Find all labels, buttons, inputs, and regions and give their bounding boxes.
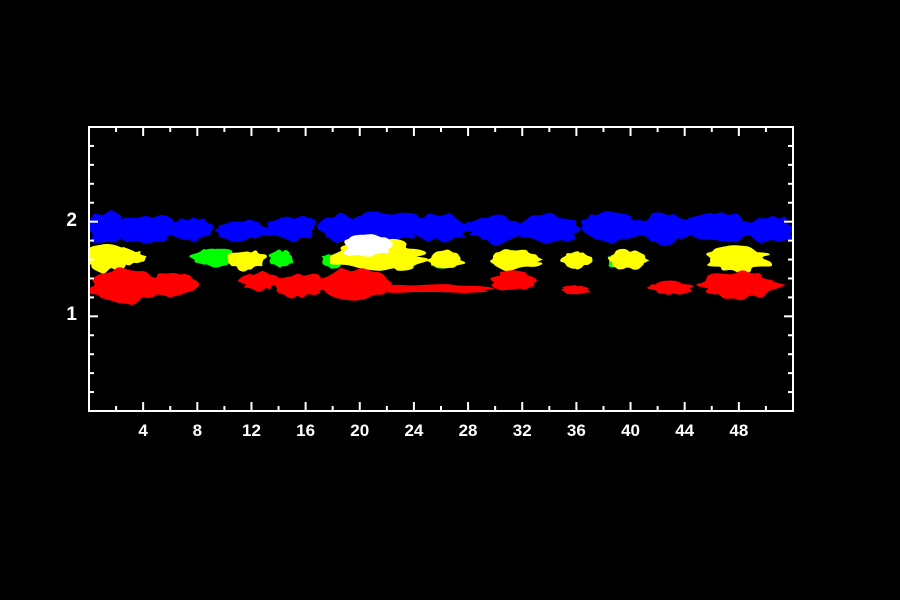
- contour-blob: [117, 251, 147, 266]
- x-tick-label: 48: [729, 421, 749, 440]
- x-tick-label: 20: [350, 421, 370, 440]
- x-tick-label: 40: [621, 421, 640, 440]
- contour-blob: [227, 250, 267, 272]
- contour-blob: [315, 267, 392, 301]
- contour-blob: [89, 267, 159, 305]
- contour-blob: [561, 285, 591, 295]
- axes-frame-layer: [88, 126, 794, 412]
- contour-blob: [633, 212, 699, 246]
- y-tick-label: 2: [66, 209, 77, 231]
- contour-blob: [608, 248, 650, 270]
- x-tick-label: 16: [296, 421, 316, 440]
- contour-blob: [214, 219, 269, 243]
- y-tick-label: 1: [66, 304, 77, 326]
- contour-blob: [465, 214, 523, 246]
- contour-blob: [680, 212, 756, 243]
- contour-blob: [238, 271, 280, 292]
- contour-blob: [343, 234, 393, 257]
- contour-blob: [406, 213, 478, 243]
- contour-blob: [150, 272, 200, 298]
- contour-blob: [345, 211, 420, 244]
- x-tick-label: 4: [138, 421, 148, 440]
- contour-blob: [515, 212, 581, 244]
- contour-blob: [490, 270, 537, 291]
- x-tick-label: 12: [241, 421, 261, 440]
- contour-blob: [427, 249, 466, 269]
- x-tick-label: 28: [458, 421, 478, 440]
- contour-blob: [171, 217, 214, 243]
- x-tick-label: 8: [192, 421, 203, 440]
- contour-blob: [580, 211, 645, 244]
- contour-blob: [350, 284, 496, 293]
- contour-blob: [743, 216, 793, 243]
- contour-blob: [696, 270, 787, 301]
- contour-blob: [706, 245, 773, 274]
- contour-blob: [490, 249, 543, 272]
- contour-blob: [647, 280, 694, 295]
- contour-blob: [189, 248, 238, 268]
- contour-blob: [263, 215, 317, 243]
- x-tick-label: 24: [404, 421, 424, 440]
- x-tick-label: 36: [566, 421, 586, 440]
- contour-blob: [274, 273, 330, 299]
- x-tick-label: 44: [675, 421, 695, 440]
- contour-blob: [108, 215, 177, 244]
- contour-blob: [560, 251, 593, 270]
- contour-blob: [268, 249, 294, 268]
- x-tick-label: 32: [512, 421, 532, 440]
- contour-data-layer: [89, 210, 793, 305]
